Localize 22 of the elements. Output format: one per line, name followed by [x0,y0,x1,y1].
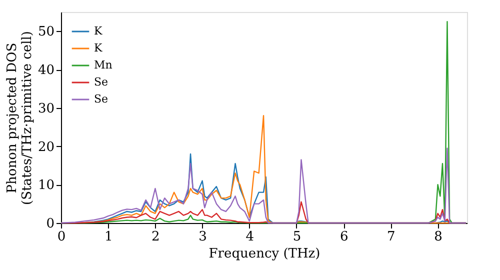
legend-label: K [94,24,103,38]
y-tick-label: 40 [38,63,54,78]
y-tick-label: 30 [38,101,54,116]
y-tick-label: 50 [38,24,54,40]
x-tick-label: 4 [246,230,254,244]
y-tick-label: 10 [38,178,54,194]
legend-label: Se [94,76,108,88]
x-axis-title: Frequency (THz) [208,246,320,262]
x-tick-label: 0 [57,230,66,244]
legend-label: K [94,42,103,54]
x-tick-label: 3 [198,230,207,244]
x-tick-label: 2 [152,230,160,244]
legend-label: Mn [94,58,112,72]
y-tick-label: 20 [38,140,54,155]
x-tick-label: 7 [387,230,396,244]
y-axis-title: Phonon projected DOS (States/THz·primitive cell) [4,30,35,206]
x-tick-label: 5 [292,230,302,244]
legend-label: Se [94,92,108,106]
x-tick-label: 8 [434,230,442,244]
y-tick-label: 0 [46,216,54,232]
x-tick-label: 6 [340,230,348,244]
x-tick-label: 1 [104,230,113,244]
